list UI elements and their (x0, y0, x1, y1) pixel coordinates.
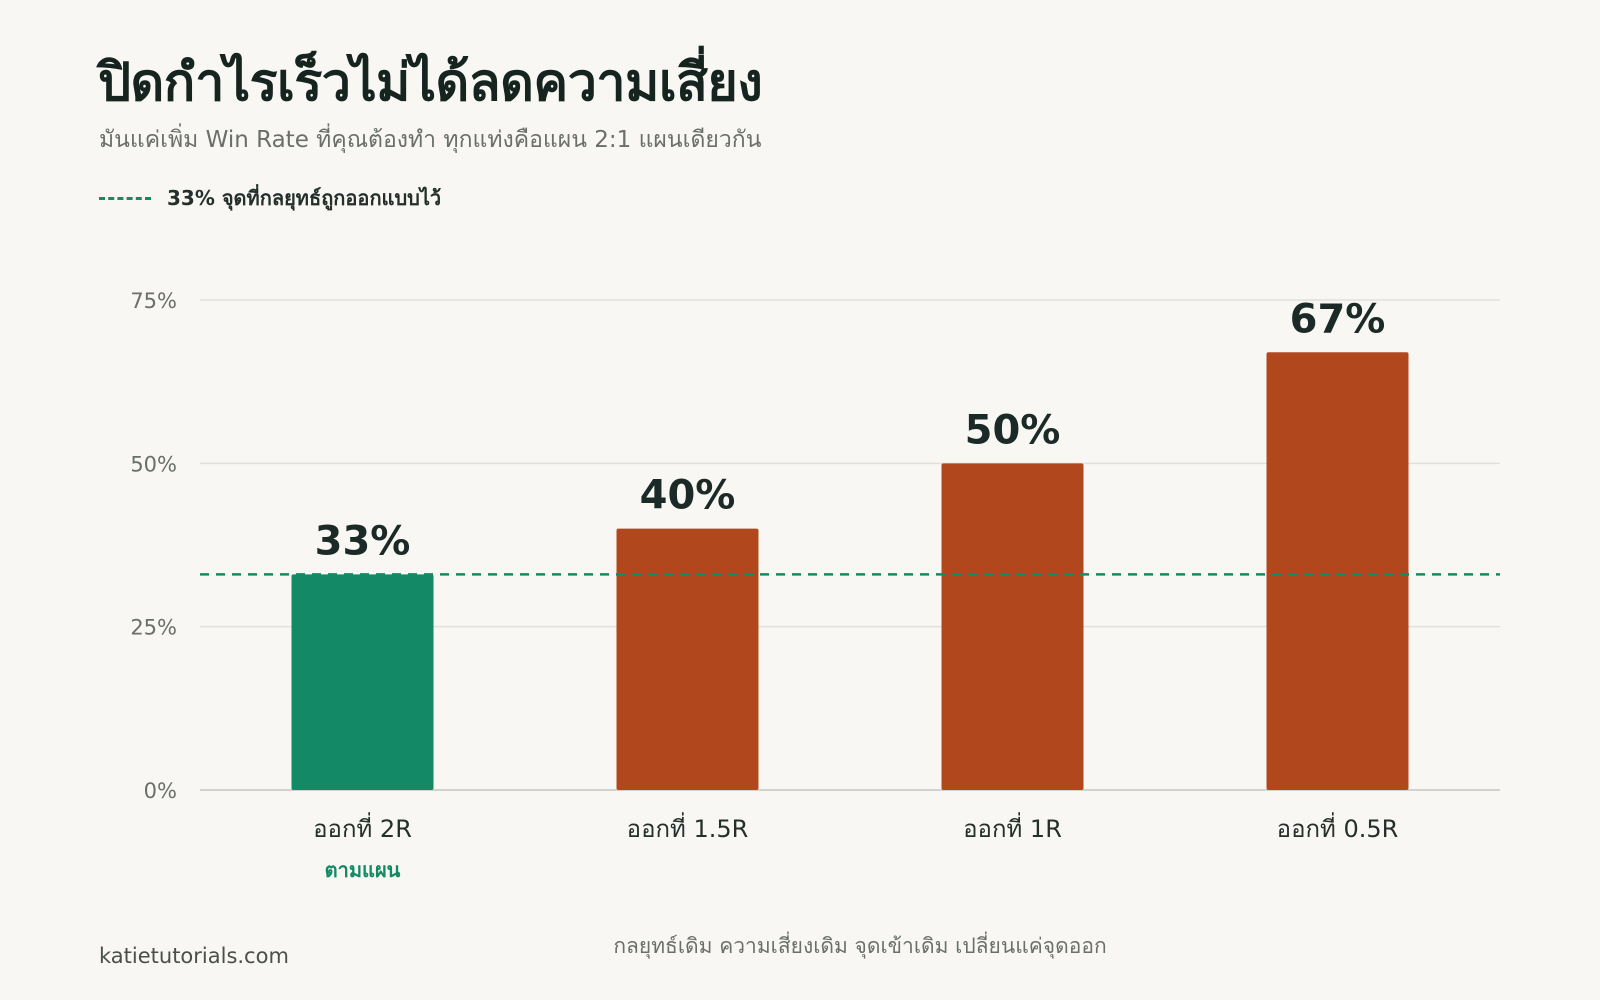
data-label: 67% (1290, 296, 1386, 342)
labels-layer: 33% ออกที่ 2R ตามแผน 40% ออกที่ 1.5R 50% ออกที… (313, 296, 1398, 882)
y-tick-label: 25% (130, 616, 177, 640)
bar-highlight (291, 574, 434, 790)
highlight-sublabel: ตามแผน (325, 858, 401, 882)
x-tick-label: ออกที่ 2R (313, 812, 412, 843)
legend-label: 33% จุดที่กลยุทธ์ถูกออกแบบไว้ (167, 186, 442, 210)
chart-subtitle: มันแค่เพิ่ม Win Rate ที่คุณต้องทำ ทุกแท่… (99, 127, 762, 153)
y-tick-label: 75% (130, 289, 177, 313)
bar (616, 528, 759, 790)
x-tick-label: ออกที่ 1.5R (627, 812, 749, 843)
chart-title: ปิดกำไรเร็วไม่ได้ลดความเสี่ยง (98, 53, 763, 113)
source-credit: katietutorials.com (99, 944, 289, 968)
legend: 33% จุดที่กลยุทธ์ถูกออกแบบไว้ (99, 182, 441, 214)
data-label: 50% (965, 407, 1061, 453)
x-tick-label: ออกที่ 0.5R (1277, 812, 1399, 843)
y-tick-label: 0% (144, 779, 177, 803)
x-tick-label: ออกที่ 1R (963, 812, 1062, 843)
data-label: 33% (315, 518, 411, 564)
bars-layer (291, 352, 1409, 790)
bar (1266, 352, 1409, 790)
footer-note: กลยุทธ์เดิม ความเสี่ยงเดิม จุดเข้าเดิม เ… (613, 934, 1107, 958)
legend-dashed-line-swatch (99, 196, 151, 200)
bar (941, 463, 1084, 790)
y-tick-label: 50% (130, 452, 177, 476)
data-label: 40% (640, 473, 736, 519)
